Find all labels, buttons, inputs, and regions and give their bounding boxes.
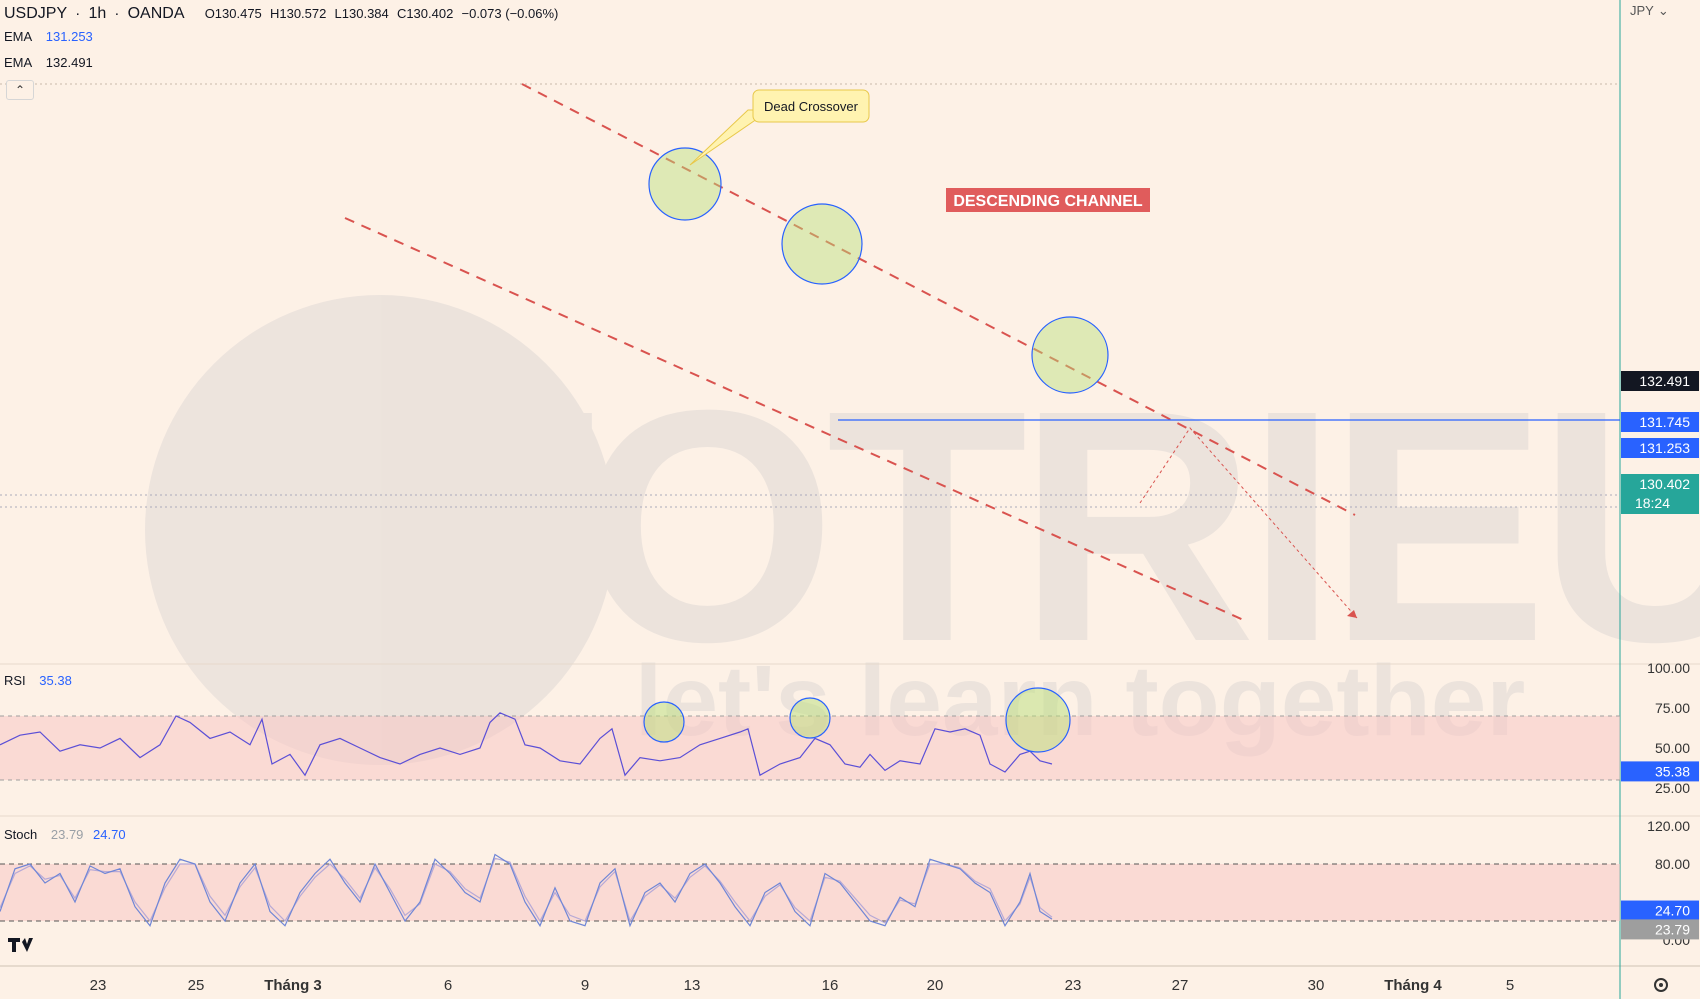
time-label-0: 23 [90, 977, 107, 994]
collapse-legend-button[interactable]: ⌃ [6, 80, 34, 100]
rsi-tick-label-3: 25.00 [1655, 780, 1690, 796]
time-label-5: 13 [684, 977, 701, 994]
callout-box [752, 89, 870, 123]
stoch-badge-bg-1 [1621, 919, 1699, 940]
stoch-badge-value-0: 24.70 [1655, 903, 1690, 919]
ema-slow-legend[interactable]: EMA 132.491 [4, 55, 97, 70]
ema-slow-label: EMA [4, 55, 33, 70]
ema-fast-legend[interactable]: EMA 131.253 [4, 29, 97, 44]
time-label-12: 5 [1506, 977, 1514, 994]
channel-label-bg [946, 188, 1150, 212]
ema-fast-label: EMA [4, 29, 33, 44]
watermark-brand: TOTRIEU [394, 341, 1700, 710]
callout-text: Dead Crossover [764, 99, 859, 114]
symbol-name[interactable]: USDJPY [4, 5, 68, 22]
watermark-logo-circle [145, 295, 615, 765]
ema-slow-value: 132.491 [45, 55, 93, 70]
price-badge-bg-3 [1621, 474, 1699, 514]
gear-hub [1659, 983, 1663, 987]
stoch-badge-value-1: 23.79 [1655, 921, 1690, 937]
time-label-9: 27 [1172, 977, 1189, 994]
rsi-highlight-1 [789, 697, 831, 739]
chevron-up-icon: ⌃ [14, 83, 26, 97]
rsi-badge-bg [1621, 761, 1699, 782]
price-badge-bg-1 [1621, 412, 1699, 432]
price-badge-value-3: 130.402 [1639, 476, 1690, 492]
rsi-label: RSI [4, 673, 26, 688]
crossover-highlight-1 [781, 203, 863, 285]
currency-selector[interactable]: JPY ⌄ [1630, 3, 1673, 19]
time-label-6: 16 [822, 977, 839, 994]
interval-label[interactable]: 1h [88, 5, 107, 22]
channel-upper-line [521, 83, 1356, 516]
ema-fast-value: 131.253 [45, 29, 93, 44]
rsi-tick-label-1: 75.00 [1655, 700, 1690, 716]
stoch-d-value: 24.70 [93, 827, 126, 842]
rsi-tick-label-2: 50.00 [1655, 740, 1690, 756]
time-label-11: Tháng 4 [1384, 977, 1442, 994]
time-label-4: 9 [581, 977, 589, 994]
channel-lower-line [344, 217, 1249, 623]
stoch-band [0, 864, 1620, 921]
rsi-highlight-2 [1005, 687, 1071, 753]
rsi-tick-label-0: 100.00 [1647, 660, 1690, 676]
price-badge-value-1: 131.745 [1639, 414, 1690, 430]
stoch-tick-label-0: 120.00 [1647, 818, 1690, 834]
stoch-d-line [0, 857, 1053, 924]
tradingview-logo-icon [8, 938, 33, 952]
source-label: OANDA [127, 5, 185, 22]
time-label-10: 30 [1308, 977, 1325, 994]
time-label-1: 25 [188, 977, 205, 994]
projection-arrow-head [1347, 610, 1357, 618]
stoch-label: Stoch [4, 827, 38, 842]
rsi-line [0, 712, 1053, 777]
open-value: O130.475 [204, 6, 262, 21]
time-label-8: 23 [1065, 977, 1082, 994]
rsi-legend[interactable]: RSI 35.38 [4, 673, 76, 688]
high-value: H130.572 [269, 6, 327, 21]
crossover-highlight-0 [648, 147, 722, 221]
channel-label-text: DESCENDING CHANNEL [953, 193, 1143, 210]
price-badge-bg-2 [1621, 438, 1699, 458]
settings-gear-icon [1654, 978, 1668, 992]
stoch-legend[interactable]: Stoch 23.79 24.70 [4, 827, 130, 842]
price-badge-value-2: 131.253 [1639, 440, 1690, 456]
crossover-highlight-2 [1031, 316, 1109, 394]
time-label-7: 20 [927, 977, 944, 994]
currency-label: JPY [1630, 3, 1654, 18]
rsi-highlight-0 [643, 701, 685, 743]
chevron-down-icon: ⌄ [1657, 3, 1669, 18]
low-value: L130.384 [334, 6, 389, 21]
time-label-3: 6 [444, 977, 452, 994]
stoch-k-line [0, 853, 1053, 928]
price-badge-sub-3: 18:24 [1635, 495, 1670, 511]
close-value: C130.402 [396, 6, 454, 21]
price-badge-bg-0 [1621, 371, 1699, 391]
rsi-badge-value: 35.38 [1655, 763, 1690, 779]
stoch-k-value: 23.79 [50, 827, 84, 842]
stoch-tick-label-1: 80.00 [1655, 856, 1690, 872]
rsi-value: 35.38 [39, 673, 72, 688]
price-badge-value-0: 132.491 [1639, 373, 1690, 389]
time-label-2: Tháng 3 [264, 977, 322, 994]
change-value: −0.073 (−0.06%) [461, 6, 559, 21]
projection-path [1139, 427, 1358, 619]
stoch-badge-bg-0 [1621, 900, 1699, 921]
symbol-header: USDJPY · 1h · OANDA O130.475 H130.572 L1… [4, 5, 559, 22]
gear-ring [1654, 978, 1668, 992]
